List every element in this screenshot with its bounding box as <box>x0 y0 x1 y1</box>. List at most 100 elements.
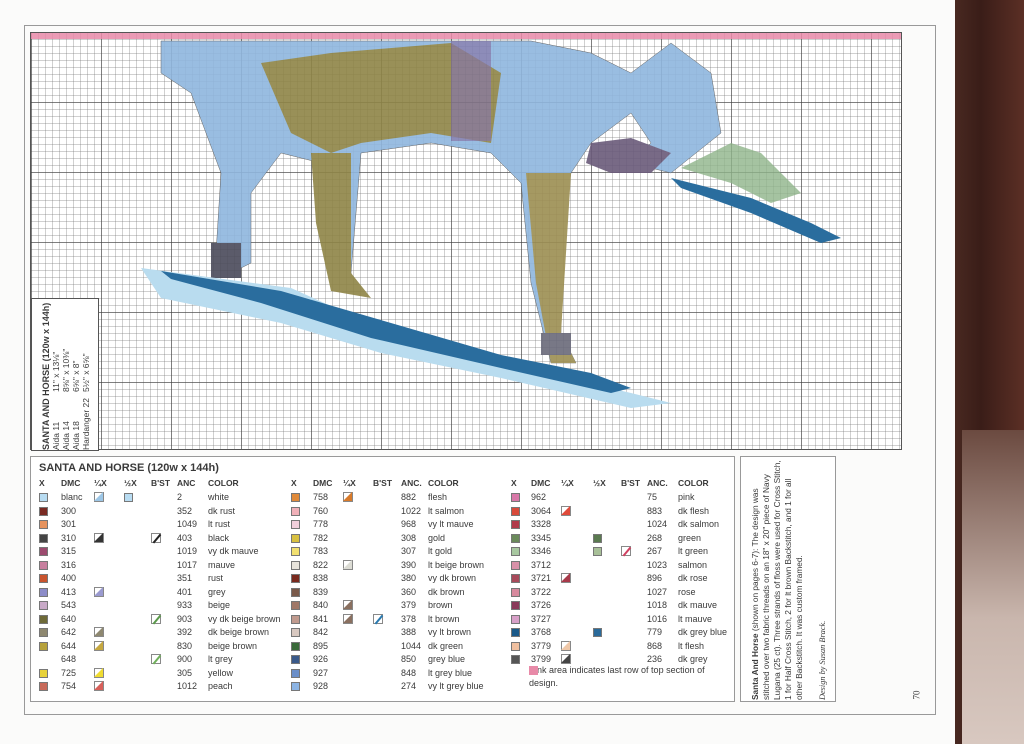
floss-color: dk mauve <box>678 600 718 610</box>
floss-dmc: 838 <box>313 573 329 583</box>
design-credit: Design by Susan Brack. <box>818 620 827 700</box>
pink-area-symbol <box>529 666 538 675</box>
size-box: SANTA AND HORSE (120w x 144h) Aida 11 11"… <box>31 298 99 451</box>
quarter-stitch-symbol <box>343 559 353 570</box>
floss-anc: 2 <box>177 492 183 502</box>
header-b: B'ST <box>151 478 171 488</box>
backstitch-symbol <box>151 532 161 543</box>
floss-color: dk green <box>428 640 464 651</box>
stitch-symbol <box>39 533 48 543</box>
floss-dmc: 3328 <box>531 519 552 529</box>
header-q: ¼X <box>94 478 107 488</box>
pink-last-row <box>31 33 901 39</box>
saddle-strap <box>451 41 491 141</box>
floss-anc: 896 <box>647 573 663 583</box>
floss-color: lt beige brown <box>428 559 485 570</box>
floss-color: pink <box>678 492 695 502</box>
stitch-symbol <box>39 601 48 610</box>
quarter-stitch-symbol <box>561 640 571 651</box>
floss-color: lt green <box>678 546 709 556</box>
half-stitch-symbol <box>593 547 602 556</box>
stitch-symbol <box>39 493 48 502</box>
horse-tail <box>586 138 671 173</box>
header-dmc: DMC <box>313 478 333 488</box>
stitch-symbol <box>511 628 520 637</box>
backstitch-symbol <box>373 613 383 624</box>
floss-color: lt grey <box>208 654 233 664</box>
floss-dmc: blanc <box>61 492 83 502</box>
floss-anc: 352 <box>177 505 193 516</box>
floss-color: vy lt brown <box>428 627 472 637</box>
header-color: COLOR <box>428 478 459 488</box>
horse-shading <box>261 43 501 153</box>
floss-dmc: 3722 <box>531 586 552 597</box>
stitch-symbol <box>39 614 48 624</box>
floss-dmc: 783 <box>313 546 329 556</box>
floss-color: dk rose <box>678 573 708 583</box>
stitch-symbol <box>291 641 300 651</box>
floss-dmc: 3779 <box>531 640 552 651</box>
floss-anc: 1012 <box>177 681 198 691</box>
floss-color: flesh <box>428 492 448 502</box>
floss-anc: 379 <box>401 600 417 610</box>
floss-color: lt grey blue <box>428 667 473 678</box>
floss-color: beige brown <box>208 640 258 651</box>
stitch-symbol <box>511 587 520 597</box>
floss-anc: 1044 <box>401 640 422 651</box>
stitch-symbol <box>291 520 300 529</box>
floss-anc: 900 <box>177 654 193 664</box>
floss-anc: 1023 <box>647 559 668 570</box>
floss-dmc: 842 <box>313 627 329 637</box>
floss-color: vy lt mauve <box>428 519 474 529</box>
floss-anc: 1049 <box>177 519 198 529</box>
floss-dmc: 895 <box>313 640 329 651</box>
size-row: Aida 14 8⅝" x 10⅜" <box>61 348 71 450</box>
floss-dmc: 839 <box>313 586 329 597</box>
header-color: COLOR <box>678 478 709 488</box>
header-h: ½X <box>593 478 606 488</box>
floss-anc: 380 <box>401 573 417 583</box>
header-b: B'ST <box>373 478 393 488</box>
backstitch-symbol <box>151 654 161 665</box>
stitch-symbol <box>511 493 520 502</box>
floss-color: dk brown <box>428 586 465 597</box>
floss-anc: 401 <box>177 586 193 597</box>
header-dmc: DMC <box>61 478 81 488</box>
half-stitch-symbol <box>593 628 602 637</box>
header-h: ½X <box>124 478 137 488</box>
design-notes: Santa And Horse (shown on pages 6-7): Th… <box>740 456 836 702</box>
floss-anc: 1018 <box>647 600 668 610</box>
stitch-symbol <box>291 506 300 516</box>
color-key: SANTA AND HORSE (120w x 144h) X DMC ¼X ½X B'… <box>30 456 735 702</box>
floss-dmc: 3768 <box>531 627 552 637</box>
quarter-stitch-symbol <box>343 613 353 624</box>
floss-anc: 267 <box>647 546 663 556</box>
stitch-symbol <box>291 628 300 637</box>
quarter-stitch-symbol <box>561 654 571 664</box>
floss-anc: 1022 <box>401 505 422 516</box>
size-box-title: SANTA AND HORSE (120w x 144h) <box>41 302 51 450</box>
floss-dmc: 926 <box>313 654 329 664</box>
floss-color: green <box>678 532 702 543</box>
quarter-stitch-symbol <box>94 667 104 678</box>
header-anc: ANC. <box>401 478 422 488</box>
floss-anc: 268 <box>647 532 663 543</box>
backstitch-symbol <box>621 546 631 557</box>
stitch-symbol <box>511 614 520 624</box>
floss-anc: 779 <box>647 627 663 637</box>
stitch-symbol <box>511 560 520 570</box>
header-x: X <box>511 478 517 488</box>
floss-anc: 1024 <box>647 519 668 529</box>
snow-dark <box>161 271 631 393</box>
floss-color: vy dk brown <box>428 573 477 583</box>
stitch-symbol <box>291 614 300 624</box>
stitch-symbol <box>291 601 300 610</box>
floss-color: dk beige brown <box>208 627 270 637</box>
size-row: Aida 11 11" x 13⅛" <box>51 351 61 450</box>
pink-area-note: Pink area indicates last row of top sect… <box>529 665 705 688</box>
book-edge <box>952 0 1024 744</box>
header-anc: ANC. <box>647 478 668 488</box>
floss-anc: 351 <box>177 573 193 583</box>
snow <box>141 143 841 408</box>
floss-dmc: 543 <box>61 600 77 610</box>
